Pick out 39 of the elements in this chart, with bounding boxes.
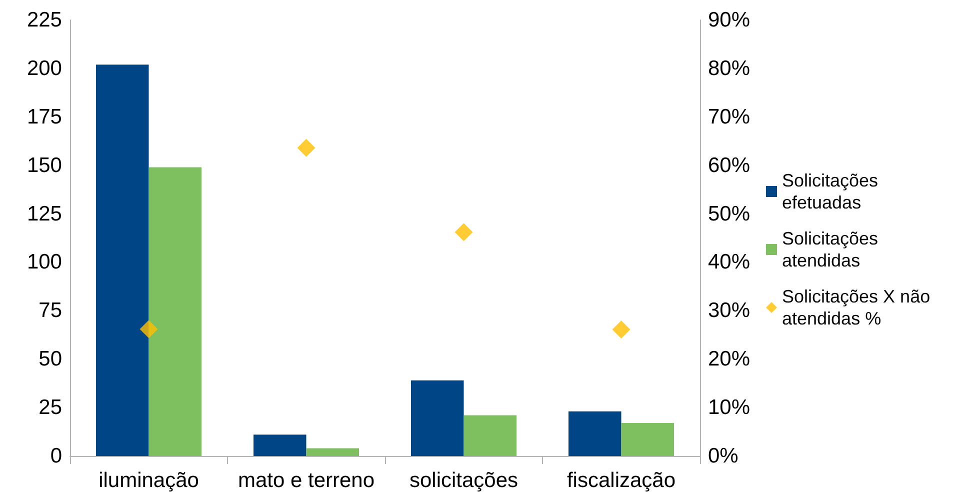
bar (253, 434, 306, 456)
y2-tick-label: 90% (708, 8, 750, 32)
x-tick-label: fiscalização (566, 469, 676, 492)
y-tick-label: 75 (38, 299, 62, 322)
point (297, 138, 316, 157)
y2-tick-label: 60% (708, 154, 750, 177)
bar (410, 380, 464, 456)
y-tick-label: 175 (26, 105, 62, 128)
point (140, 320, 158, 338)
bar (464, 415, 517, 456)
y2-tick-label: 0% (708, 444, 738, 468)
y-tick-label: 150 (26, 154, 62, 177)
y2-tick-label: 20% (708, 348, 750, 371)
point (612, 320, 630, 339)
legend-label: Solicitações efetuadas (782, 170, 884, 212)
bar (96, 64, 149, 456)
x-tick-label: solicitações (409, 469, 518, 492)
y2-tick-label: 30% (708, 299, 750, 322)
y-tick-label: 0 (50, 444, 62, 468)
y-tick-label: 100 (26, 250, 62, 274)
legend-label: Solicitações atendidas (782, 228, 884, 270)
bar (621, 423, 674, 456)
bar (306, 448, 360, 456)
y2-tick-label: 50% (708, 202, 750, 226)
y-tick-label: 125 (26, 202, 62, 226)
point (454, 223, 473, 242)
y-tick-label: 50 (38, 348, 62, 371)
y2-tick-label: 80% (708, 56, 750, 80)
x-tick-label: iluminação (98, 469, 199, 492)
y2-tick-label: 70% (708, 105, 750, 128)
x-tick-label: mato e terreno (238, 469, 375, 492)
y2-tick-label: 40% (708, 250, 750, 274)
y-tick-label: 200 (26, 56, 62, 80)
y-tick-label: 25 (38, 396, 62, 420)
bar (568, 411, 622, 456)
legend-label: Solicitações X não atendidas % (782, 286, 936, 328)
y-tick-label: 225 (26, 8, 62, 32)
bar (148, 167, 202, 456)
y2-tick-label: 10% (708, 396, 750, 420)
